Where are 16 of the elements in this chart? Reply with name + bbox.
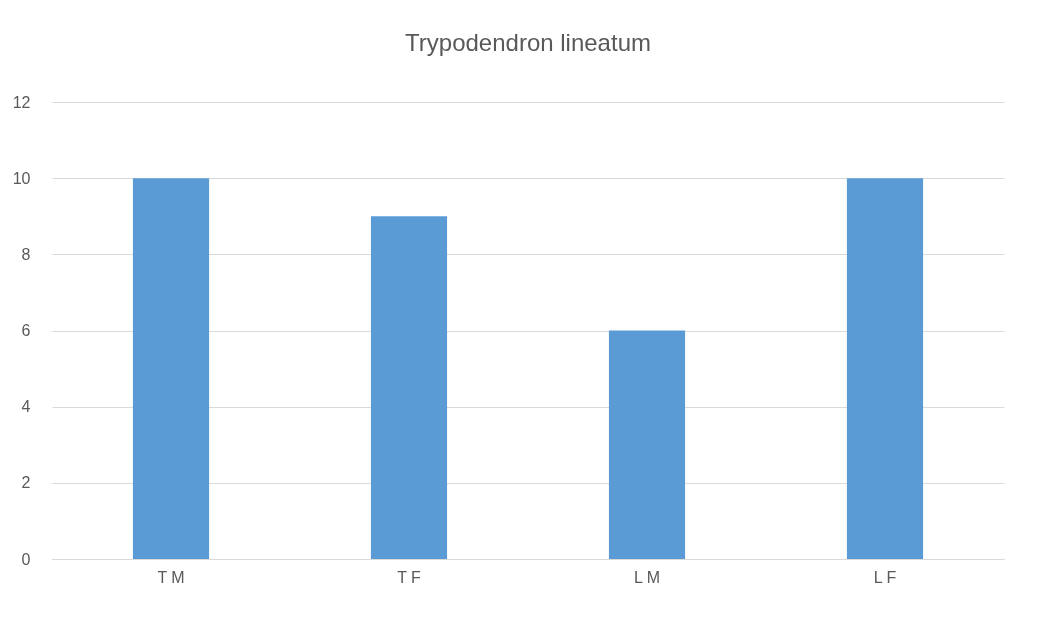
bar [132,178,210,559]
y-tick-label: 4 [21,398,31,416]
y-tick-label: 12 [12,93,31,111]
y-tick-label: 6 [21,322,31,339]
x-tick-label: L M [633,568,661,586]
x-tick-label: T M [157,568,185,586]
bar [370,216,448,559]
y-tick-label: 2 [21,474,31,492]
bar [846,178,924,559]
x-tick-label: T F [397,568,422,586]
x-tick-label: L F [873,568,897,586]
y-tick-label: 0 [21,550,31,568]
y-tick-label: 10 [12,169,31,187]
bar [608,330,686,559]
y-tick-label: 8 [21,245,31,263]
chart-title: Trypodendron lineatum [405,29,651,56]
